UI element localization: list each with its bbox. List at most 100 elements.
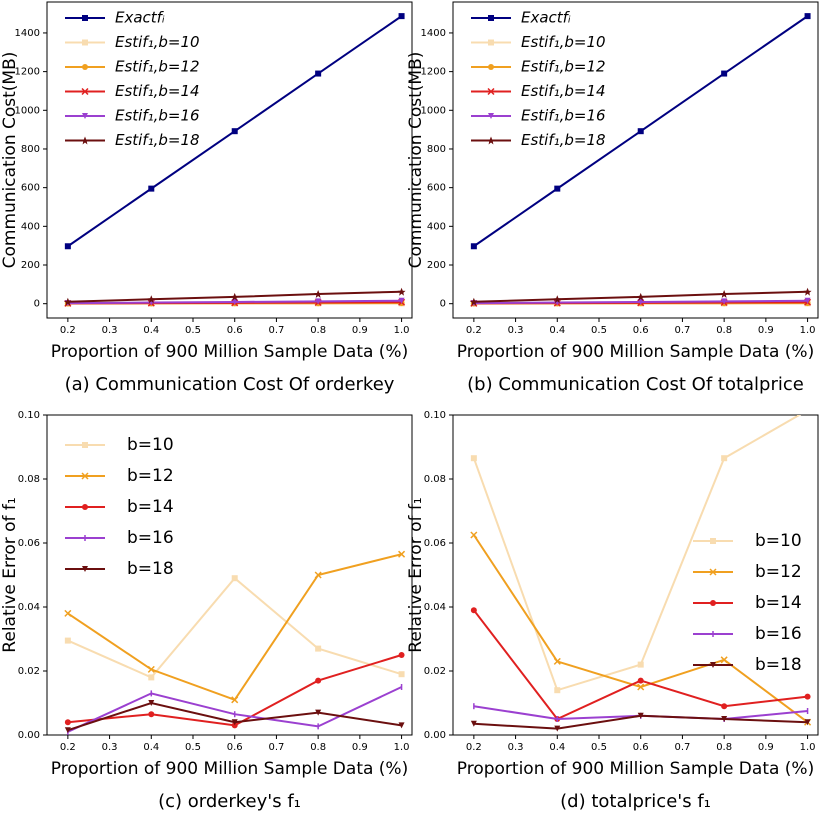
marker [231, 719, 238, 726]
plot-frame [46, 414, 413, 736]
marker [470, 455, 477, 462]
marker [470, 607, 477, 614]
legend-label: Estif₁,b=18 [521, 131, 606, 149]
y-tick-label: 0.02 [424, 666, 446, 677]
series-line [67, 576, 402, 679]
marker [637, 298, 644, 305]
marker [64, 727, 71, 734]
x-tick-label: 0.5 [185, 742, 201, 753]
marker [315, 645, 322, 652]
x-tick-label: 0.5 [591, 325, 607, 336]
panel: 0.2 0.3 0.4 0.5 0.6 0.7 0.8 0.9 1.0 0.00 0.02 0.04 0… [0, 410, 413, 812]
legend-label: b=14 [127, 497, 174, 517]
y-tick-label: 800 [427, 144, 446, 155]
legend-label: b=18 [127, 559, 174, 579]
marker [398, 671, 405, 678]
marker [81, 136, 89, 145]
marker [82, 504, 88, 510]
marker [81, 87, 89, 96]
panel: 0.2 0.3 0.4 0.5 0.6 0.7 0.8 0.9 1.0 0.00 0.02 0.04 0… [406, 407, 819, 812]
marker [488, 15, 494, 21]
marker [721, 455, 728, 462]
marker [231, 575, 238, 582]
x-tick-label: 0.6 [633, 325, 649, 336]
legend-label: Estif₁,b=12 [115, 58, 200, 76]
marker [148, 185, 155, 192]
legend-label: b=16 [755, 624, 802, 644]
marker [721, 70, 728, 77]
marker [315, 709, 322, 716]
x-tick-label: 1.0 [800, 742, 816, 753]
marker [64, 243, 71, 250]
marker [470, 531, 478, 539]
legend-label: b=14 [755, 593, 802, 613]
x-tick-label: 0.7 [268, 742, 284, 753]
x-axis-label: Proportion of 900 Million Sample Data (%… [51, 759, 408, 779]
marker [314, 571, 322, 579]
x-tick-label: 0.8 [310, 325, 326, 336]
marker [487, 136, 495, 145]
legend-label: Estif₁,b=10 [521, 33, 606, 51]
x-tick-label: 0.2 [466, 325, 482, 336]
plot-frame [452, 414, 819, 736]
plot-frame [452, 1, 819, 319]
x-tick-label: 0.4 [549, 742, 565, 753]
marker [398, 652, 405, 658]
x-tick-label: 0.5 [185, 325, 201, 336]
marker [488, 64, 494, 70]
y-tick-label: 600 [427, 183, 446, 194]
marker [637, 712, 644, 719]
x-axis-label: Proportion of 900 Million Sample Data (%… [457, 342, 814, 362]
marker [147, 295, 156, 304]
y-axis-label: Relative Error of f₁ [0, 497, 20, 652]
marker [398, 722, 405, 729]
x-tick-label: 0.7 [674, 325, 690, 336]
caption: (a) Communication Cost Of orderkey [65, 374, 395, 395]
x-tick-label: 0.2 [60, 325, 76, 336]
panel: 0.2 0.3 0.4 0.5 0.6 0.7 0.8 0.9 1.0 0 200 400 600 800… [406, 1, 819, 395]
caption: (d) totalprice's f₁ [560, 791, 711, 812]
marker [148, 674, 155, 681]
marker [710, 538, 716, 544]
legend-label: b=10 [127, 435, 174, 455]
x-tick-label: 0.9 [352, 325, 368, 336]
x-tick-label: 0.8 [716, 325, 732, 336]
marker [82, 15, 88, 21]
caption: (b) Communication Cost Of totalprice [467, 374, 804, 395]
marker [721, 716, 728, 722]
y-tick-label: 0.06 [18, 538, 40, 549]
marker [488, 39, 494, 46]
caption: (c) orderkey's f₁ [158, 791, 301, 812]
x-tick-label: 0.8 [310, 742, 326, 753]
marker [82, 113, 88, 119]
x-tick-label: 1.0 [394, 325, 410, 336]
marker [82, 39, 88, 46]
marker [148, 700, 155, 706]
marker [315, 298, 322, 305]
marker [148, 711, 155, 718]
x-tick-label: 0.7 [268, 325, 284, 336]
y-tick-label: 0.10 [424, 410, 446, 421]
marker [82, 64, 88, 70]
marker [231, 696, 239, 704]
x-tick-label: 1.0 [394, 742, 410, 753]
legend-label: b=16 [127, 528, 174, 548]
legend-label: Estif₁,b=14 [521, 82, 606, 100]
y-tick-label: 0.10 [18, 410, 40, 421]
marker [470, 720, 477, 727]
marker [804, 13, 811, 20]
x-tick-label: 0.3 [508, 325, 524, 336]
marker [637, 677, 644, 684]
x-tick-label: 0.8 [716, 742, 732, 753]
marker [721, 703, 728, 710]
marker [805, 407, 811, 413]
plot-frame [46, 1, 413, 319]
x-tick-label: 0.3 [102, 325, 118, 336]
y-tick-label: 1000 [421, 105, 446, 116]
marker [554, 687, 561, 694]
x-tick-label: 0.2 [60, 742, 76, 753]
marker [64, 609, 72, 617]
x-axis-label: Proportion of 900 Million Sample Data (%… [457, 759, 814, 779]
plot-area [470, 407, 812, 732]
